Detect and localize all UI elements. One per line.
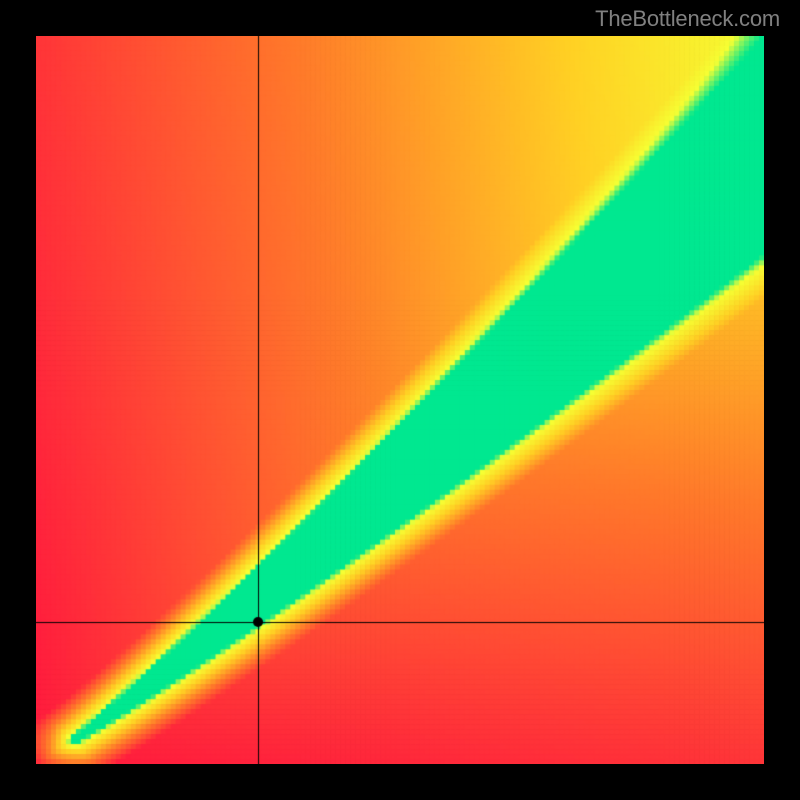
heatmap-plot xyxy=(36,36,764,764)
heatmap-canvas xyxy=(36,36,764,764)
chart-frame: TheBottleneck.com xyxy=(0,0,800,800)
watermark-label: TheBottleneck.com xyxy=(595,6,780,32)
